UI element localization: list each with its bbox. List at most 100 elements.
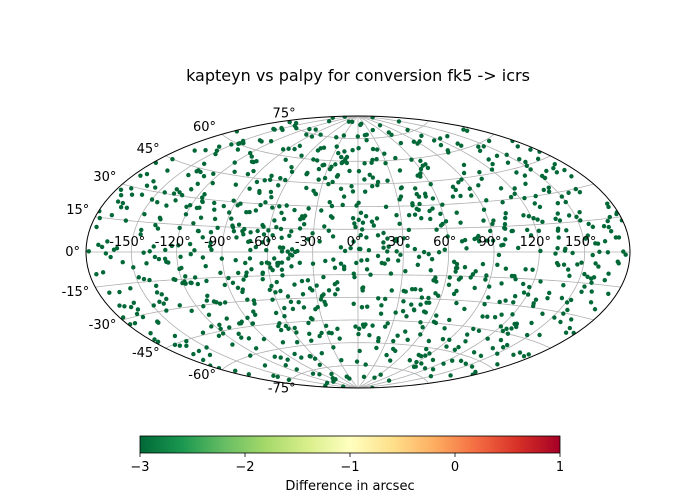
data-point [588, 276, 594, 281]
data-point [369, 219, 375, 224]
data-point [229, 216, 234, 221]
data-point [316, 166, 322, 172]
data-point [462, 264, 468, 270]
data-point [354, 260, 359, 266]
data-point [498, 324, 504, 329]
data-point [590, 224, 596, 230]
data-point [393, 155, 398, 161]
data-point [301, 221, 307, 227]
data-point [327, 167, 333, 172]
data-point [128, 304, 134, 310]
data-point [403, 329, 408, 334]
data-point [562, 167, 567, 173]
data-point [608, 229, 614, 234]
data-point [472, 285, 477, 291]
data-point [430, 357, 436, 363]
data-point [354, 203, 359, 208]
data-point [165, 168, 170, 173]
data-point [248, 353, 253, 358]
data-point [220, 331, 226, 336]
data-point [568, 297, 574, 303]
data-point [401, 236, 407, 241]
data-point [486, 295, 491, 300]
data-point [529, 320, 534, 326]
data-point [605, 250, 611, 255]
data-point [588, 300, 594, 305]
data-point [585, 274, 590, 280]
data-point [358, 122, 363, 128]
data-point [521, 354, 527, 359]
data-point [191, 351, 196, 357]
data-point [404, 314, 409, 319]
data-point [310, 288, 315, 293]
data-point [372, 375, 377, 380]
data-point [586, 221, 591, 227]
data-point [523, 159, 528, 165]
data-point [601, 223, 607, 229]
data-point [450, 194, 456, 199]
data-point [239, 319, 244, 324]
data-point [269, 283, 274, 289]
data-point [152, 337, 157, 342]
data-point [468, 275, 473, 280]
data-point [177, 266, 182, 272]
data-point [552, 315, 557, 320]
data-point [105, 239, 110, 244]
data-point [523, 267, 528, 272]
data-point [276, 323, 281, 329]
data-point [409, 302, 414, 307]
data-point [355, 134, 361, 139]
data-point [222, 300, 228, 305]
data-point [270, 297, 275, 302]
data-point [289, 264, 294, 269]
data-point [423, 194, 428, 199]
data-point [563, 246, 568, 251]
data-point [349, 119, 355, 125]
data-point [356, 331, 361, 337]
data-point [533, 297, 539, 302]
data-point [455, 141, 460, 146]
data-point [189, 308, 194, 314]
data-point [441, 361, 446, 366]
data-point [164, 308, 169, 313]
data-point [194, 205, 200, 211]
data-point [144, 261, 149, 266]
data-point [413, 286, 418, 292]
data-point [171, 191, 177, 196]
data-point [503, 211, 508, 216]
data-point [526, 214, 532, 219]
data-point [359, 305, 365, 310]
data-point [514, 170, 519, 175]
data-point [378, 372, 383, 377]
data-point [250, 321, 255, 326]
data-point [204, 298, 210, 303]
data-point [569, 174, 574, 179]
data-point [233, 257, 238, 263]
data-point [341, 133, 347, 138]
data-point [554, 260, 560, 266]
data-point [365, 304, 370, 309]
data-point [357, 348, 362, 354]
data-point [262, 363, 268, 368]
data-point [313, 306, 318, 312]
data-point [295, 248, 300, 254]
data-point [566, 213, 572, 218]
data-point [605, 218, 610, 224]
data-point [606, 204, 611, 210]
data-point [430, 196, 436, 201]
data-point [217, 144, 222, 149]
data-point [140, 314, 146, 320]
data-point [308, 354, 313, 359]
longitude-tick-label: 90° [478, 235, 501, 250]
data-point [521, 290, 527, 295]
data-point [561, 262, 567, 267]
data-point [238, 201, 243, 206]
data-point [478, 353, 484, 359]
data-point [428, 181, 433, 187]
data-point [397, 168, 403, 173]
data-point [426, 295, 431, 301]
colorbar-tick-label: −2 [235, 460, 254, 475]
data-point [195, 228, 201, 234]
data-point [94, 224, 99, 230]
data-point [154, 290, 160, 295]
